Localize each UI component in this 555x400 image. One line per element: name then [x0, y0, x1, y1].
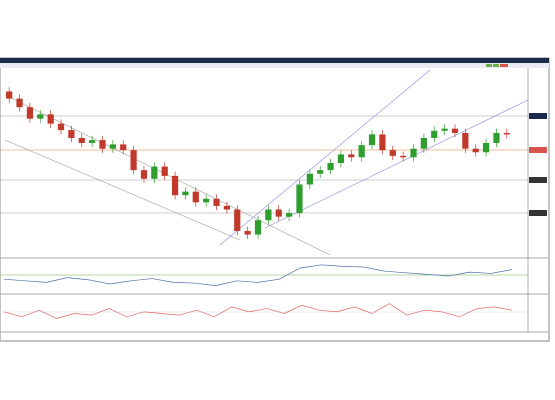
toolbar — [0, 63, 549, 68]
candle-body — [317, 170, 324, 174]
price-marker — [529, 113, 547, 119]
candle-body — [254, 220, 262, 235]
candle-body — [275, 209, 282, 217]
candle-body — [410, 148, 417, 158]
candle-body — [389, 150, 396, 156]
candle-body — [99, 140, 106, 149]
candle-body — [78, 137, 85, 143]
candle-body — [68, 130, 75, 138]
toolbar-button[interactable] — [486, 64, 492, 67]
candle-body — [306, 173, 313, 185]
candle-body — [89, 140, 96, 143]
candle-body — [503, 132, 510, 135]
candle-body — [161, 166, 168, 176]
candle-body — [337, 154, 345, 163]
indicator-line — [3, 303, 513, 319]
candle-body — [472, 148, 479, 153]
candle-body — [26, 107, 34, 119]
candle-body — [140, 170, 148, 179]
candle-body — [234, 209, 241, 231]
candle-body — [223, 205, 231, 210]
candle-body — [47, 114, 54, 124]
candle-body — [420, 137, 427, 149]
candle-body — [358, 145, 365, 158]
candle-body — [400, 155, 407, 158]
candle-body — [265, 209, 272, 221]
price-marker — [529, 210, 547, 216]
candle-body — [120, 144, 127, 151]
candle-body — [130, 150, 137, 171]
candle-body — [493, 132, 500, 143]
candle-body — [182, 191, 189, 196]
toolbar-button[interactable] — [500, 64, 508, 67]
candle-body — [431, 130, 438, 138]
candle-body — [451, 128, 459, 133]
candle-body — [482, 142, 490, 153]
candle-body — [285, 213, 293, 217]
candle-body — [203, 198, 210, 203]
candle-body — [441, 128, 448, 131]
candle-body — [37, 114, 44, 119]
price-marker — [529, 147, 547, 153]
title-bar — [0, 58, 549, 63]
candle-body — [244, 230, 251, 235]
candle-body — [368, 134, 376, 146]
candle-body — [16, 98, 23, 108]
candle-body — [348, 154, 355, 158]
candle-body — [192, 191, 199, 203]
candle-body — [57, 123, 65, 131]
candle-body — [109, 144, 116, 149]
candle-body — [327, 163, 334, 171]
candle-body — [171, 175, 179, 196]
candle-body — [6, 91, 13, 99]
trend-line — [219, 69, 431, 246]
candle-body — [151, 166, 158, 179]
price-marker — [529, 177, 547, 183]
candle-body — [296, 184, 303, 214]
indicator-line — [3, 264, 513, 286]
candle-body — [462, 132, 469, 149]
candle-body — [213, 198, 220, 206]
candle-body — [379, 134, 386, 151]
trend-line — [264, 99, 529, 229]
toolbar-button[interactable] — [493, 64, 499, 67]
channel-line — [4, 139, 241, 241]
